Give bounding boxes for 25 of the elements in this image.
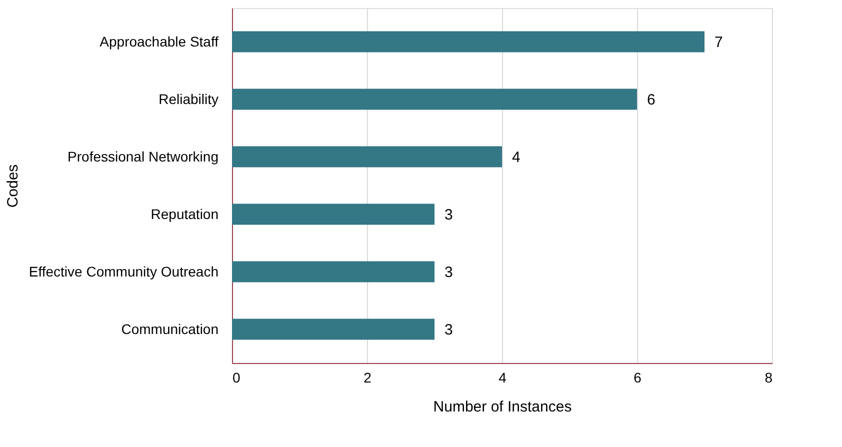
- bar: [232, 146, 502, 168]
- y-tick-label: Professional Networking: [68, 148, 218, 164]
- x-tick-label: 6: [634, 370, 642, 386]
- x-axis-title: Number of Instances: [433, 398, 572, 416]
- bar: [232, 204, 434, 225]
- y-tick-label: Approachable Staff: [100, 33, 219, 50]
- x-tick-label: 0: [232, 370, 240, 386]
- data-label: 6: [647, 91, 656, 108]
- y-tick-label: Reliability: [158, 90, 218, 107]
- data-label: 3: [444, 264, 453, 281]
- y-tick-label: Communication: [121, 320, 218, 337]
- data-label: 7: [714, 34, 723, 51]
- y-tick-label: Effective Community Outreach: [28, 263, 218, 280]
- bar: [232, 318, 434, 340]
- data-label: 3: [444, 206, 453, 224]
- y-tick-label: Reputation: [150, 206, 218, 222]
- y-axis-title: Codes: [4, 164, 22, 208]
- x-tick-label: 4: [498, 370, 507, 386]
- bar: [232, 261, 434, 282]
- x-tick-label: 8: [764, 370, 773, 386]
- data-label: 4: [512, 148, 520, 166]
- data-label: 3: [444, 321, 453, 338]
- x-tick-label: 2: [364, 370, 372, 386]
- bar: [232, 88, 637, 110]
- bar: [232, 31, 704, 52]
